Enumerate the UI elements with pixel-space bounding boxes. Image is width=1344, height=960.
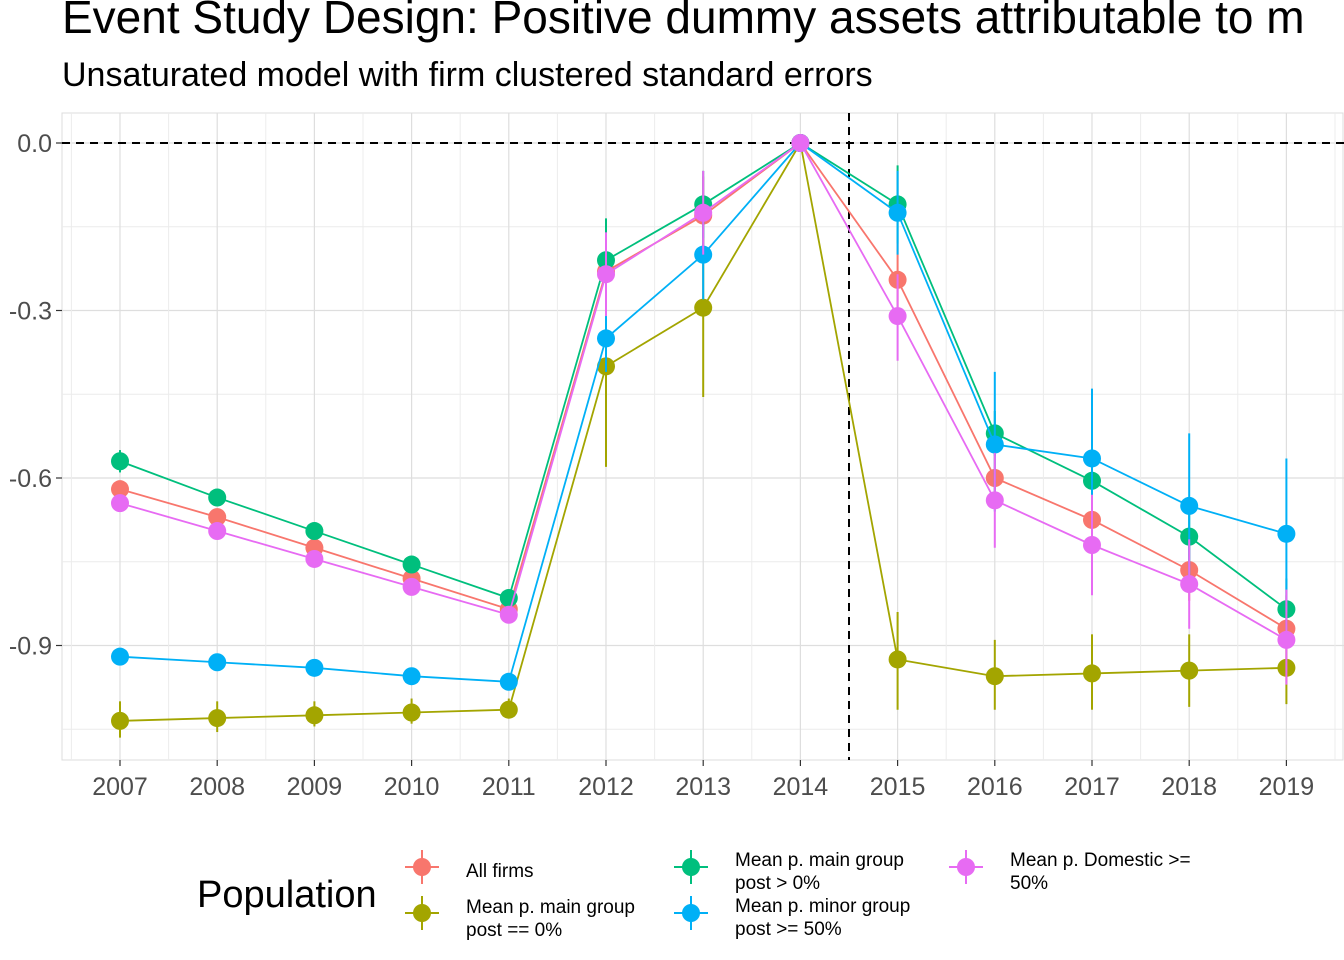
legend-key-point [682,858,700,876]
reference-lines [62,113,1344,760]
x-tick-label: 2019 [1259,773,1315,801]
legend-label: post == 0% [466,920,562,941]
data-point [111,647,129,666]
data-point [1277,524,1296,543]
x-tick-label: 2016 [967,773,1023,801]
x-tick-label: 2015 [870,773,926,801]
chart-subtitle: Unsaturated model with firm clustered st… [62,56,873,94]
legend-entry-1: All firms [405,850,534,884]
legend-label: Mean p. Domestic >= [1010,850,1191,871]
data-point [888,650,907,669]
chart-title: Event Study Design: Positive dummy asset… [62,0,1305,43]
axis-labels: 0.0 -0.3 -0.6 -0.9 2007 2008 2009 2010 2011 2012 2… [9,130,1314,801]
x-tick-label: 2008 [189,773,245,801]
series-layer [111,134,1296,738]
data-point [402,555,421,574]
legend-label: Mean p. main group [466,897,635,918]
data-point [208,508,227,527]
data-point [305,658,324,677]
legend-label: Mean p. minor group [735,896,910,917]
x-tick-label: 2013 [675,773,731,801]
legend-label: All firms [466,861,534,882]
data-point [402,667,421,686]
legend-entry-5: Mean p. Domestic >=50% [949,850,1191,894]
data-point [305,522,324,541]
data-point [694,298,713,317]
legend-title: Population [197,874,377,916]
data-point [499,700,518,719]
legend-key-point [957,858,975,876]
y-tick-label: -0.9 [9,633,52,661]
x-tick-label: 2018 [1161,773,1217,801]
legend-label: post > 0% [735,873,820,894]
data-point [888,307,907,326]
legend-key-point [682,904,700,922]
data-point [1083,536,1101,554]
series-5 [111,134,1296,685]
data-point [985,491,1004,510]
legend-label: Mean p. main group [735,850,904,871]
data-point [208,522,227,541]
data-point [208,488,227,507]
data-point [499,672,518,691]
data-point [1180,661,1199,680]
data-point [499,605,518,624]
x-tick-label: 2011 [482,773,536,801]
x-tick-label: 2017 [1064,773,1120,801]
data-point [305,706,324,725]
y-tick-label: 0.0 [17,130,52,158]
x-tick-label: 2007 [92,773,148,801]
data-point [597,265,615,284]
data-point [1180,575,1199,594]
legend-label: post >= 50% [735,919,842,940]
data-point [402,703,421,722]
panel-border [61,112,1344,761]
data-point [402,577,421,596]
data-point [791,134,810,152]
data-point [985,435,1004,454]
data-point [111,494,129,513]
data-point [1083,664,1101,683]
data-point [499,589,518,608]
data-point [1180,496,1199,515]
data-point [208,653,227,672]
data-point [694,245,713,264]
data-point [305,549,324,568]
legend-key-point [413,858,431,876]
data-point [985,667,1004,686]
data-point [597,329,615,348]
data-point [111,452,129,471]
data-point [111,711,129,730]
data-point [208,709,227,728]
legend-key-point [413,904,431,922]
data-point [694,203,713,222]
data-point [111,480,129,499]
x-tick-label: 2014 [773,773,829,801]
data-point [888,203,907,222]
x-tick-label: 2009 [287,773,343,801]
data-point [1277,630,1296,649]
x-tick-label: 2010 [384,773,440,801]
legend-label: 50% [1010,873,1048,894]
data-point [1083,449,1101,468]
y-tick-label: -0.6 [9,465,52,493]
x-tick-label: 2012 [578,773,634,801]
y-tick-label: -0.3 [9,298,52,326]
